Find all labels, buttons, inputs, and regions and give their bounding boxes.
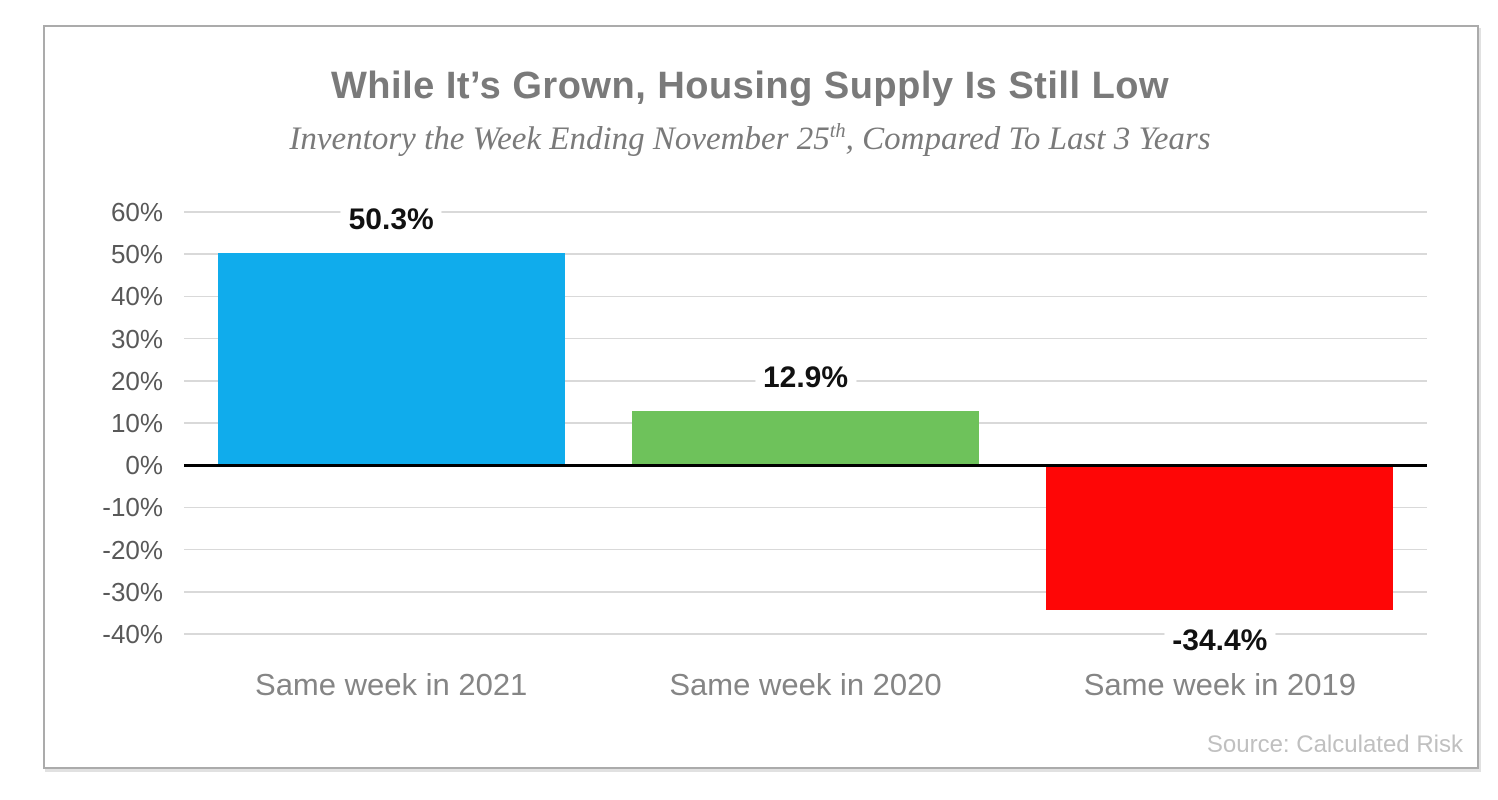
y-tick-label: 40%: [110, 281, 163, 312]
bar: [1046, 465, 1394, 611]
x-axis-category-label: Same week in 2019: [1083, 667, 1356, 702]
zero-axis-line: [184, 463, 1427, 467]
source-credit: Source: Calculated Risk: [1206, 731, 1463, 758]
bar: [632, 410, 979, 466]
gridline: [184, 506, 1427, 509]
y-tick-label: 50%: [110, 239, 163, 270]
gridline: [184, 295, 1427, 298]
y-tick-label: -10%: [102, 492, 163, 523]
bar-value-label: -34.4%: [1164, 624, 1276, 659]
y-tick-label: 60%: [110, 197, 163, 227]
y-tick-label: -40%: [102, 619, 163, 649]
chart-title: While It’s Grown, Housing Supply Is Stil…: [330, 65, 1170, 107]
y-tick-label: -30%: [102, 576, 163, 607]
y-tick-label: 20%: [110, 365, 163, 396]
chart-subtitle-text: , Compared To Last 3 Years: [845, 121, 1211, 157]
y-tick-label: -20%: [102, 534, 163, 565]
bar: [217, 252, 565, 466]
x-axis-category-label: Same week in 2021: [255, 667, 528, 702]
y-tick-label: 0%: [125, 450, 163, 481]
gridline: [184, 253, 1427, 255]
plot-area: 50.3% 12.9% -34.4%: [184, 202, 1427, 659]
gridline: [184, 633, 1427, 635]
y-tick-label: 30%: [110, 323, 163, 354]
x-axis-category-label: Same week in 2020: [669, 667, 942, 702]
chart-subtitle: Inventory the Week Ending November 25th,…: [45, 121, 1455, 158]
chart-subtitle-superscript: th: [829, 120, 846, 142]
bar-value-label: 12.9%: [754, 360, 857, 395]
gridline: [184, 211, 1427, 213]
chart-frame: While It’s Grown, Housing Supply Is Stil…: [43, 25, 1479, 769]
chart-subtitle-text: Inventory the Week Ending November 25: [289, 121, 830, 157]
gridline: [184, 337, 1427, 340]
y-tick-label: 10%: [110, 408, 163, 438]
gridline: [184, 591, 1427, 593]
gridline: [184, 548, 1427, 551]
bar-value-label: 50.3%: [340, 202, 442, 237]
